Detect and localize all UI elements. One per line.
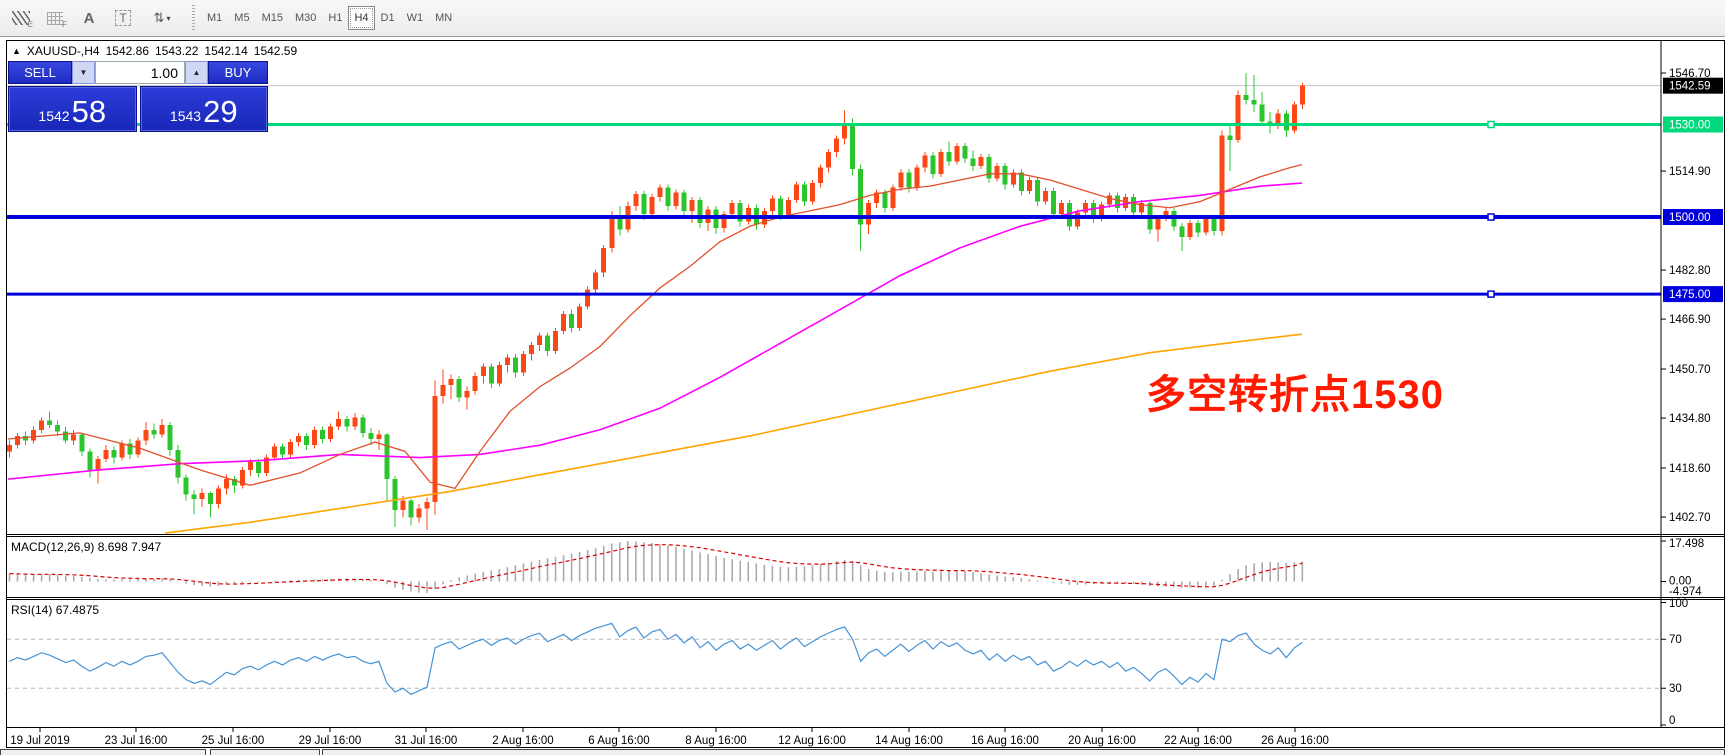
svg-text:1482.80: 1482.80 bbox=[1669, 265, 1711, 277]
svg-text:8 Aug 16:00: 8 Aug 16:00 bbox=[685, 735, 746, 747]
chart-tab[interactable] bbox=[322, 749, 1725, 755]
ohlc-open: 1542.86 bbox=[105, 44, 149, 58]
svg-text:1514.90: 1514.90 bbox=[1669, 166, 1711, 178]
arrows-tool-icon[interactable]: ⇅ ▾ bbox=[153, 10, 171, 25]
svg-text:1418.60: 1418.60 bbox=[1669, 463, 1711, 475]
tf-m15-button[interactable]: M15 bbox=[261, 12, 283, 24]
tf-h1-button[interactable]: H1 bbox=[328, 12, 343, 24]
tf-mn-button[interactable]: MN bbox=[435, 12, 453, 24]
svg-text:30: 30 bbox=[1669, 683, 1682, 695]
buy-button[interactable]: BUY bbox=[208, 61, 268, 84]
svg-text:1546.70: 1546.70 bbox=[1669, 68, 1711, 80]
macd-label: MACD(12,26,9) 8.698 7.947 bbox=[11, 540, 162, 554]
buy-price-small: 1543 bbox=[169, 108, 202, 124]
svg-text:23 Jul 16:00: 23 Jul 16:00 bbox=[105, 735, 168, 747]
svg-text:70: 70 bbox=[1669, 634, 1682, 646]
ohlc-close: 1542.59 bbox=[253, 44, 298, 58]
lot-size-input[interactable] bbox=[95, 61, 185, 84]
buy-price-button[interactable]: 1543 29 bbox=[139, 86, 268, 132]
lot-increase-button[interactable]: ▲ bbox=[185, 61, 208, 84]
svg-text:1500.00: 1500.00 bbox=[1669, 212, 1711, 224]
tf-m1-button[interactable]: M1 bbox=[207, 12, 223, 24]
one-click-trading-panel: SELL ▼ ▲ BUY 1542 58 1543 29 bbox=[8, 61, 268, 132]
svg-text:1542.59: 1542.59 bbox=[1669, 81, 1711, 93]
buy-price-big: 29 bbox=[203, 94, 238, 129]
chart-tab[interactable] bbox=[0, 749, 206, 755]
sell-price-big: 58 bbox=[71, 94, 107, 129]
text-box-icon[interactable]: T bbox=[108, 6, 138, 30]
svg-text:19 Jul 2019: 19 Jul 2019 bbox=[10, 735, 69, 747]
symbol-period-label: XAUUSD-,H4 bbox=[26, 44, 100, 58]
svg-text:1402.70: 1402.70 bbox=[1669, 512, 1711, 524]
svg-text:1475.00: 1475.00 bbox=[1669, 289, 1711, 301]
svg-text:2 Aug 16:00: 2 Aug 16:00 bbox=[492, 735, 553, 747]
tf-m30-button[interactable]: M30 bbox=[294, 12, 317, 24]
svg-text:1434.80: 1434.80 bbox=[1669, 413, 1711, 425]
svg-text:16 Aug 16:00: 16 Aug 16:00 bbox=[971, 735, 1039, 747]
chart-title-bar: ▲ XAUUSD-,H4 1542.86 1543.22 1542.14 154… bbox=[12, 44, 297, 58]
sell-button[interactable]: SELL bbox=[8, 61, 72, 84]
tf-m5-button[interactable]: M5 bbox=[234, 12, 250, 24]
tf-w1-button[interactable]: W1 bbox=[406, 12, 424, 24]
tf-h4-button[interactable]: H4 bbox=[348, 6, 375, 30]
ohlc-low: 1542.14 bbox=[204, 44, 248, 58]
lot-decrease-button[interactable]: ▼ bbox=[72, 61, 95, 84]
svg-text:6 Aug 16:00: 6 Aug 16:00 bbox=[588, 735, 649, 747]
sell-price-small: 1542 bbox=[38, 108, 70, 124]
chart-annotation-text: 多空转折点1530 bbox=[1146, 373, 1444, 417]
svg-text:-4.974: -4.974 bbox=[1669, 586, 1702, 598]
svg-text:1466.90: 1466.90 bbox=[1669, 314, 1711, 326]
toolbar-separator bbox=[192, 5, 195, 31]
svg-text:0.00: 0.00 bbox=[1669, 576, 1691, 588]
svg-text:22 Aug 16:00: 22 Aug 16:00 bbox=[1164, 735, 1232, 747]
svg-text:25 Jul 16:00: 25 Jul 16:00 bbox=[202, 735, 265, 747]
fibonacci-grid-icon[interactable]: F bbox=[40, 6, 70, 30]
svg-text:14 Aug 16:00: 14 Aug 16:00 bbox=[875, 735, 943, 747]
svg-text:1530.00: 1530.00 bbox=[1669, 119, 1711, 131]
svg-text:12 Aug 16:00: 12 Aug 16:00 bbox=[778, 735, 846, 747]
rsi-label: RSI(14) 67.4875 bbox=[11, 603, 100, 617]
ohlc-high: 1543.22 bbox=[155, 44, 199, 58]
toolbar: E F A T ⇅ ▾ M1 M5 M15 M30 H1 H4 D1 W1 MN bbox=[0, 0, 1725, 37]
tf-d1-button[interactable]: D1 bbox=[380, 12, 395, 24]
sell-price-button[interactable]: 1542 58 bbox=[8, 86, 137, 132]
draw-lines-icon[interactable]: E bbox=[6, 6, 36, 30]
svg-text:20 Aug 16:00: 20 Aug 16:00 bbox=[1068, 735, 1136, 747]
svg-text:1450.70: 1450.70 bbox=[1669, 364, 1711, 376]
svg-text:31 Jul 16:00: 31 Jul 16:00 bbox=[395, 735, 458, 747]
text-label-icon[interactable]: A bbox=[83, 9, 95, 27]
chart-tab[interactable] bbox=[210, 749, 320, 755]
svg-text:0: 0 bbox=[1669, 715, 1675, 727]
svg-text:100: 100 bbox=[1669, 598, 1688, 610]
collapse-icon[interactable]: ▲ bbox=[12, 46, 21, 56]
svg-text:29 Jul 16:00: 29 Jul 16:00 bbox=[299, 735, 362, 747]
svg-text:17.498: 17.498 bbox=[1669, 538, 1704, 550]
svg-text:26 Aug 16:00: 26 Aug 16:00 bbox=[1261, 735, 1329, 747]
